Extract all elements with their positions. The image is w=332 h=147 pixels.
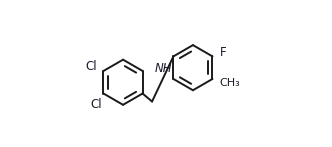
Text: F: F [219, 46, 226, 59]
Text: CH₃: CH₃ [219, 78, 240, 88]
Text: Cl: Cl [91, 97, 102, 111]
Text: NH: NH [155, 62, 172, 75]
Text: Cl: Cl [85, 60, 97, 74]
